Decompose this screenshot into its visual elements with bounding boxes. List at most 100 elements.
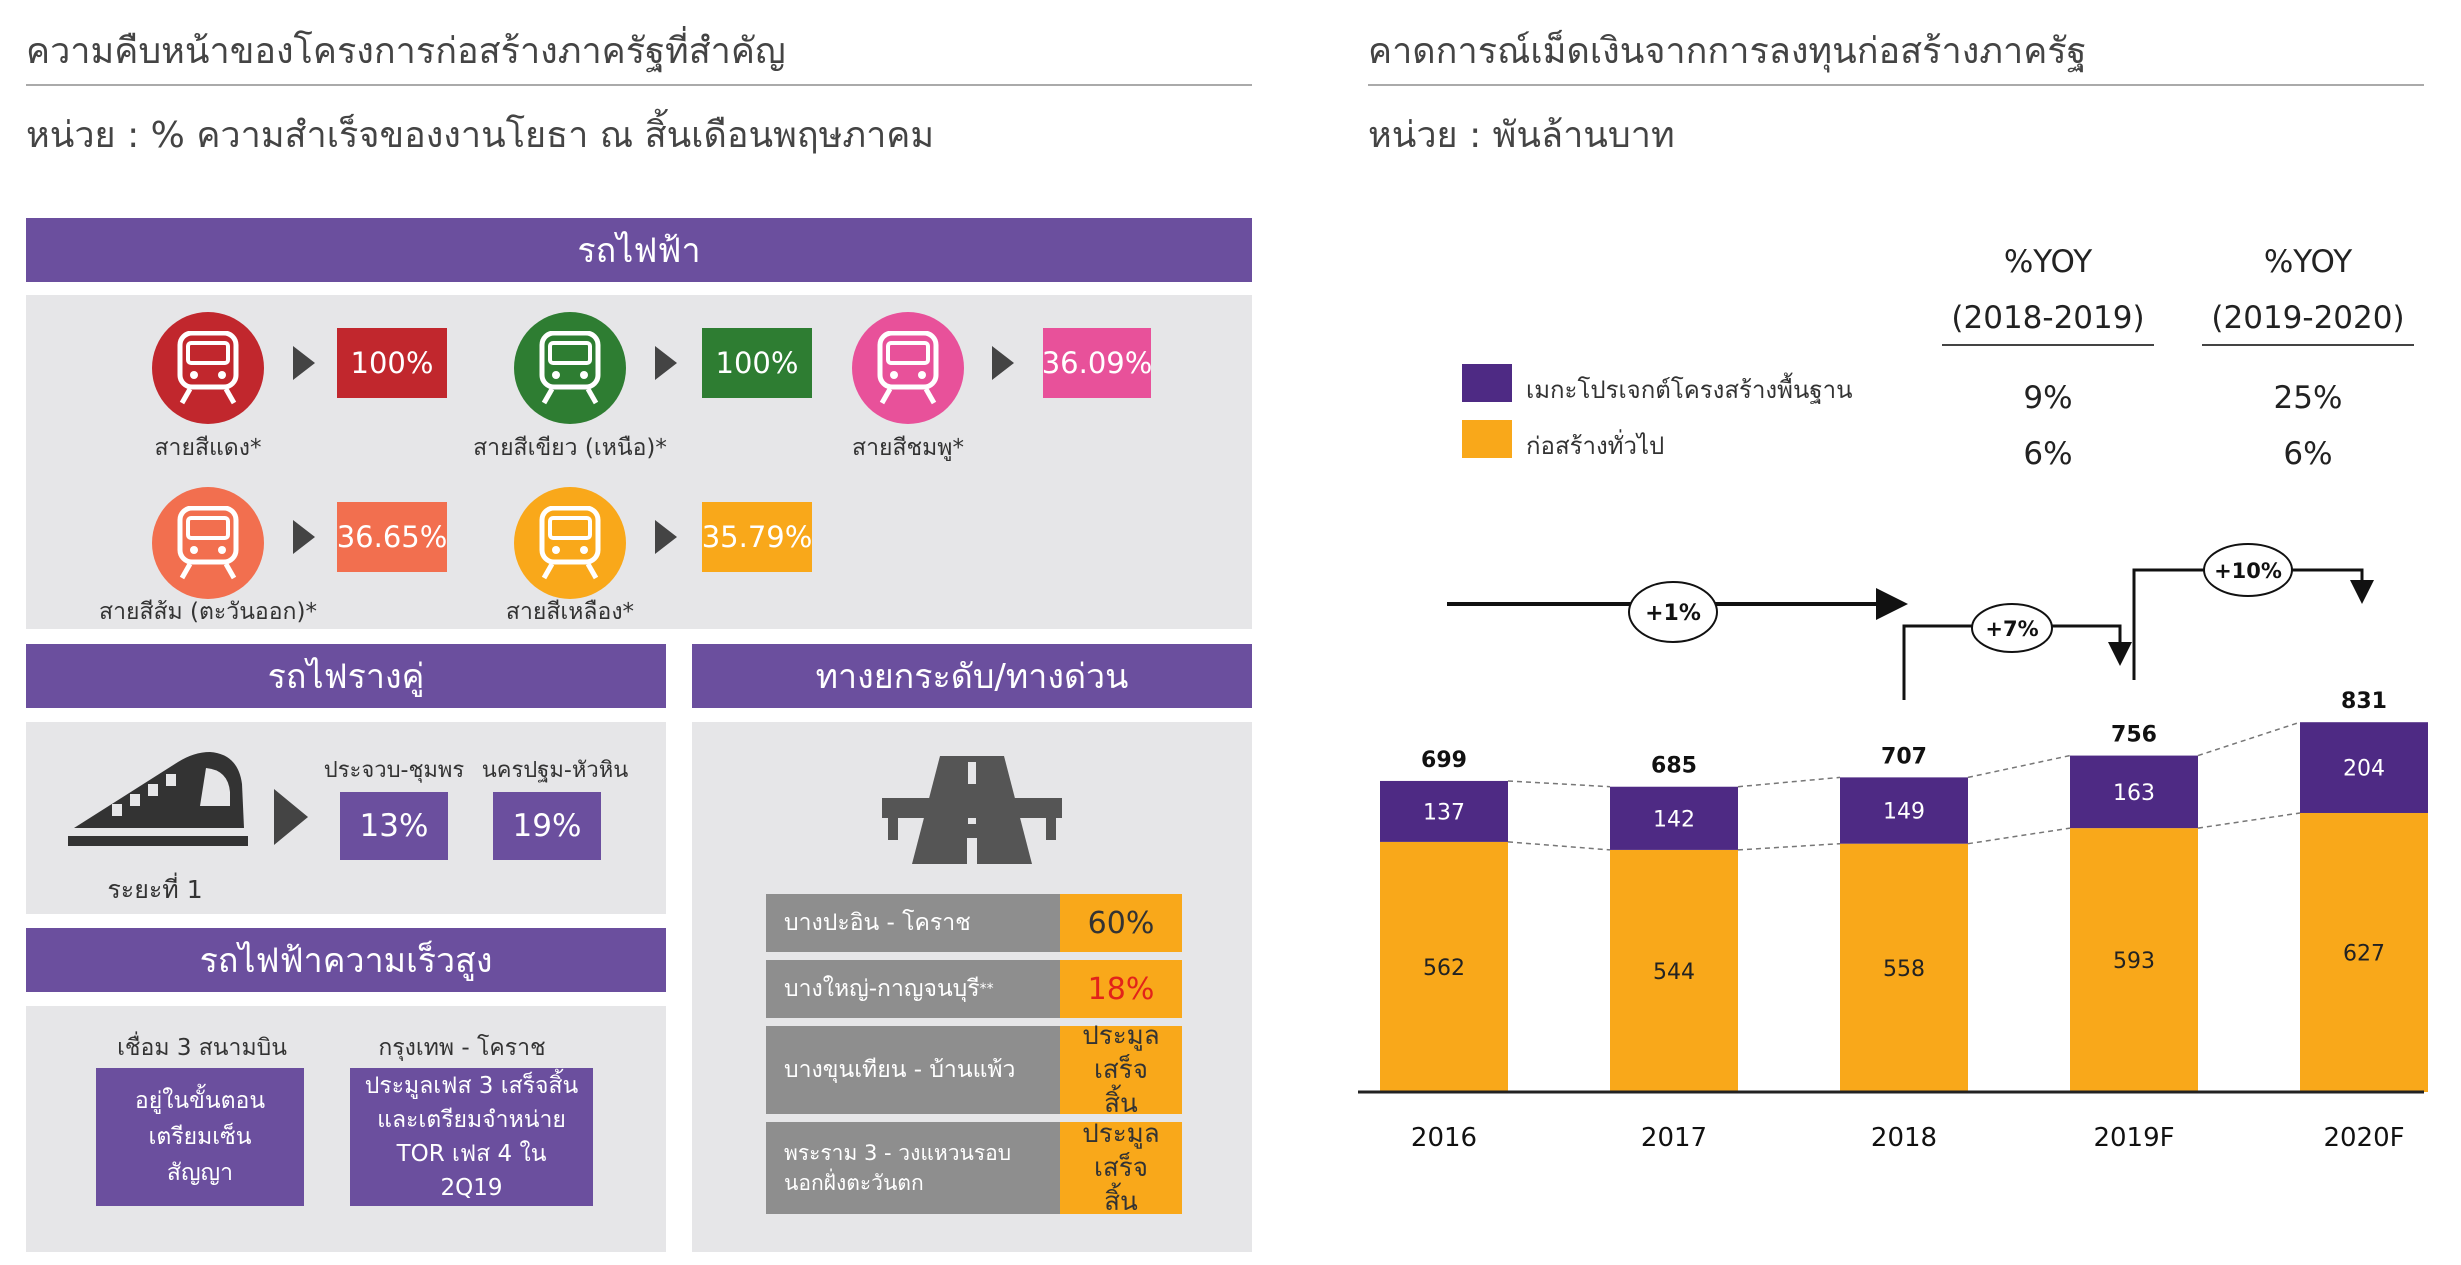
connector-mid [1967, 827, 2071, 845]
yoy-mega-2018-2019: 9% [2023, 380, 2073, 416]
x-tick-label: 2019F [2093, 1123, 2174, 1153]
expressway-name: พระราม 3 - วงแหวนรอบนอกฝั่งตะวันตก [766, 1122, 1060, 1214]
bar-general-2017 [1610, 849, 1738, 1092]
expressway-table: บางปะอิน - โคราช 60% บางใหญ่-กาญจนบุรี **… [766, 894, 1182, 1217]
red-line-progress: 100% [337, 328, 447, 398]
green-line-train-icon [514, 312, 626, 424]
yoy-header-1: %YOY [2003, 244, 2093, 280]
data-label-mega: 163 [2113, 781, 2155, 806]
connector-mid [1737, 842, 1841, 851]
connector-top [1507, 780, 1611, 788]
expressway-value: 60% [1060, 894, 1182, 952]
arrow-right-icon [293, 520, 315, 554]
expressway-row: บางขุนเทียน - บ้านแพ้ว ประมูลเสร็จสิ้น [766, 1021, 1182, 1119]
yoy-header-1-period: (2018-2019) [1951, 300, 2145, 336]
connector-top [1967, 754, 2071, 779]
expressway-row: บางปะอิน - โคราช 60% [766, 894, 1182, 952]
bar-mega-2017 [1610, 786, 1738, 850]
connector-mid [1507, 841, 1611, 851]
data-label-general: 558 [1883, 957, 1925, 982]
arrow-right-icon [274, 789, 308, 845]
data-label-total: 831 [2341, 689, 2387, 714]
bar-mega-2020F [2300, 722, 2428, 813]
green-line-label: สายสีเขียว (เหนือ)* [473, 435, 667, 461]
connector-top [1737, 776, 1841, 788]
route-progress-prachuap: 13% [340, 792, 448, 860]
airport-link-status: อยู่ในขั้นตอนเตรียมเซ็นสัญญา [96, 1068, 304, 1206]
yoy-header-2-rule [2202, 344, 2414, 346]
expressway-name: บางขุนเทียน - บ้านแพ้ว [766, 1026, 1060, 1114]
x-tick-label: 2020F [2323, 1123, 2404, 1153]
data-label-mega: 142 [1653, 807, 1695, 832]
data-label-general: 544 [1653, 960, 1695, 985]
expressway-name-sup: ** [979, 981, 994, 997]
expressway-name-text: บางใหญ่-กาญจนบุรี [784, 976, 980, 1002]
expressway-band: ทางยกระดับ/ทางด่วน [692, 644, 1252, 708]
data-label-total: 685 [1651, 754, 1697, 779]
expressway-row: บางใหญ่-กาญจนบุรี ** 18% [766, 960, 1182, 1018]
data-label-total: 699 [1421, 748, 1467, 773]
left-title-rule [26, 84, 1252, 86]
data-label-general: 627 [2343, 941, 2385, 966]
growth-label-2: +7% [1985, 617, 2038, 641]
data-label-mega: 149 [1883, 800, 1925, 825]
bkk-korat-status: ประมูลเฟส 3 เสร็จสิ้นและเตรียมจำหน่าย TO… [350, 1068, 593, 1206]
growth-bubble [2203, 543, 2293, 597]
yoy-header-2: %YOY [2263, 244, 2353, 280]
right-unit: หน่วย : พันล้านบาท [1368, 115, 1675, 156]
route-label-prachuap: ประจวบ-ชุมพร [323, 758, 465, 783]
bkk-korat-label: กรุงเทพ - โคราช [378, 1035, 546, 1061]
bar-general-2018 [1840, 843, 1968, 1092]
bar-mega-2016 [1380, 780, 1508, 842]
yoy-general-2018-2019: 6% [2023, 436, 2073, 472]
red-line-train-icon [152, 312, 264, 424]
double-track-band: รถไฟรางคู่ [26, 644, 666, 708]
expressway-row: พระราม 3 - วงแหวนรอบนอกฝั่งตะวันตก ประมู… [766, 1119, 1182, 1217]
data-label-total: 756 [2111, 723, 2157, 748]
electric-train-band: รถไฟฟ้า [26, 218, 1252, 282]
growth-bubble [1628, 581, 1718, 643]
expressway-name: บางปะอิน - โคราช [766, 894, 1060, 952]
arrow-right-icon [293, 346, 315, 380]
train-icon [539, 506, 601, 580]
data-label-general: 593 [2113, 949, 2155, 974]
arrow-right-icon [992, 346, 1014, 380]
airport-link-label: เชื่อม 3 สนามบิน [117, 1035, 287, 1061]
route-progress-nakhonpathom: 19% [493, 792, 601, 860]
arrow-right-icon [655, 520, 677, 554]
pink-line-label: สายสีชมพู* [852, 435, 964, 461]
orange-line-train-icon [152, 487, 264, 599]
expressway-value: ประมูลเสร็จสิ้น [1060, 1119, 1182, 1217]
train-icon [877, 331, 939, 405]
growth-bubble [1971, 603, 2053, 653]
x-tick-label: 2018 [1871, 1123, 1937, 1153]
connector-mid [2197, 812, 2301, 829]
phase-label: ระยะที่ 1 [107, 875, 203, 904]
route-label-nakhonpathom: นครปฐม-หัวหิน [481, 758, 629, 783]
connector-top [2197, 721, 2301, 757]
pink-line-train-icon [852, 312, 964, 424]
yellow-line-label: สายสีเหลือง* [505, 599, 635, 625]
bar-mega-2018 [1840, 777, 1968, 844]
yoy-general-2019-2020: 6% [2283, 436, 2333, 472]
bar-mega-2019F [2070, 755, 2198, 829]
x-tick-label: 2016 [1411, 1123, 1477, 1153]
yoy-header-2-period: (2019-2020) [2211, 300, 2405, 336]
left-title: ความคืบหน้าของโครงการก่อสร้างภาครัฐที่สำ… [26, 31, 786, 72]
arrow-right-icon [655, 346, 677, 380]
legend-swatch-general [1462, 420, 1512, 458]
high-speed-band: รถไฟฟ้าความเร็วสูง [26, 928, 666, 992]
green-line-progress: 100% [702, 328, 812, 398]
expressway-road-icon [882, 756, 1062, 864]
expressway-name: บางใหญ่-กาญจนบุรี ** [766, 960, 1060, 1018]
yellow-line-train-icon [514, 487, 626, 599]
train-icon [177, 331, 239, 405]
bar-general-2019F [2070, 828, 2198, 1092]
legend-swatch-mega [1462, 364, 1512, 402]
x-tick-label: 2017 [1641, 1123, 1707, 1153]
data-label-general: 562 [1423, 956, 1465, 981]
right-title: คาดการณ์เม็ดเงินจากการลงทุนก่อสร้างภาครั… [1368, 31, 2087, 72]
expressway-value: 18% [1060, 960, 1182, 1018]
yellow-line-progress: 35.79% [702, 502, 812, 572]
